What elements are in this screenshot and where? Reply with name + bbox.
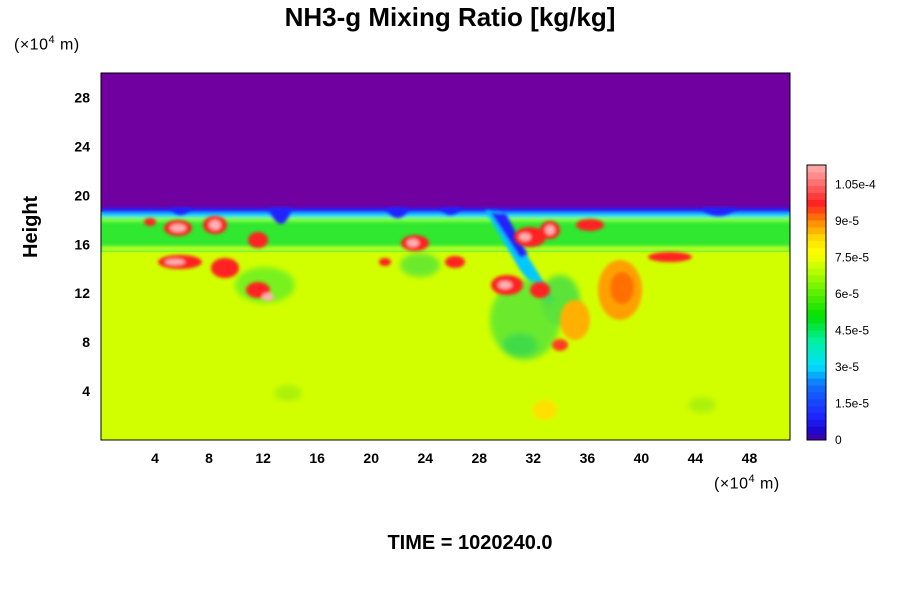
y-tick-label: 8 — [82, 334, 90, 350]
colorbar-swatch — [807, 378, 826, 386]
colorbar-swatch — [807, 398, 826, 407]
colorbar-swatch — [807, 275, 826, 283]
colorbar-tick-label: 1.5e-5 — [835, 396, 869, 410]
colorbar-tick-label: 4.5e-5 — [835, 323, 869, 337]
colorbar-tick-label: 7.5e-5 — [835, 250, 869, 264]
colorbar-swatch — [807, 391, 826, 400]
colorbar-swatch — [807, 316, 826, 324]
colorbar-tick-label: 9e-5 — [835, 214, 859, 228]
colorbar-swatch — [807, 261, 826, 269]
colorbar-swatch — [807, 268, 826, 276]
colorbar-swatch — [807, 240, 826, 248]
y-tick-label: 24 — [74, 138, 90, 154]
x-tick-label: 48 — [742, 450, 758, 466]
y-tick-label: 12 — [74, 285, 90, 301]
colorbar-tick-label: 3e-5 — [835, 360, 859, 374]
colorbar-swatch — [807, 336, 826, 345]
chart-title: NH3-g Mixing Ratio [kg/kg] — [284, 2, 616, 32]
colorbar-swatch — [807, 199, 826, 207]
x-tick-label: 8 — [205, 450, 213, 466]
colorbar-swatch — [807, 247, 826, 255]
colorbar-swatch — [807, 364, 826, 372]
colorbar-swatch — [807, 185, 826, 193]
x-tick-label: 36 — [580, 450, 596, 466]
colorbar-swatch — [807, 323, 826, 331]
y-tick-label: 16 — [74, 236, 90, 252]
x-axis-unit: (×104 m) — [714, 473, 780, 493]
red-hotspots — [144, 216, 692, 420]
colorbar-swatch — [807, 412, 826, 420]
colorbar-swatch — [807, 385, 826, 393]
colorbar-tick-label: 1.05e-4 — [835, 177, 876, 191]
x-tick-label: 4 — [151, 450, 159, 466]
colorbar-swatch — [807, 254, 826, 262]
colorbar-swatch — [807, 330, 826, 338]
x-tick-label: 20 — [363, 450, 379, 466]
colorbar-tick-label: 6e-5 — [835, 287, 859, 301]
colorbar-swatch — [807, 433, 826, 441]
y-tick-label: 4 — [82, 383, 90, 399]
boundary-dips — [170, 208, 738, 305]
colorbar: 0 1.5e-5 3e-5 4.5e-5 6e-5 7.5e-5 9e-5 1.05e-4 — [806, 164, 876, 447]
colorbar-swatch — [807, 226, 826, 235]
colorbar-tick-label: 0 — [835, 433, 842, 447]
colorbar-swatch — [807, 192, 826, 200]
colorbar-swatch — [807, 288, 826, 297]
colorbar-swatch — [807, 213, 826, 221]
x-tick-label: 12 — [255, 450, 271, 466]
colorbar-swatch — [807, 171, 826, 180]
heatmap-field — [101, 73, 790, 440]
y-axis-unit: (×104 m) — [14, 34, 80, 54]
colorbar-swatch — [807, 419, 826, 427]
colorbar-swatch — [807, 350, 826, 358]
colorbar-swatch — [807, 165, 826, 173]
colorbar-swatch — [807, 220, 826, 228]
colorbar-swatch — [807, 178, 826, 187]
x-tick-label: 44 — [688, 450, 704, 466]
colorbar-swatch — [807, 371, 826, 379]
colorbar-swatch — [807, 405, 826, 413]
region-upper — [101, 73, 790, 212]
colorbar-swatch — [807, 357, 826, 365]
x-tick-label: 16 — [309, 450, 325, 466]
colorbar-swatch — [807, 343, 826, 352]
y-tick-label: 20 — [74, 187, 90, 203]
x-tick-label: 40 — [634, 450, 650, 466]
y-tick-label: 28 — [74, 89, 90, 105]
colorbar-swatch — [807, 295, 826, 303]
time-label: TIME = 1020240.0 — [387, 532, 553, 554]
colorbar-swatch — [807, 206, 826, 214]
colorbar-swatch — [807, 309, 826, 317]
x-tick-label: 32 — [526, 450, 542, 466]
colorbar-swatch — [807, 426, 826, 434]
region-lower — [101, 250, 790, 440]
y-axis-ticks: 4 8 12 16 20 24 28 — [74, 89, 90, 399]
colorbar-frame — [806, 164, 827, 441]
plot-frame — [100, 72, 791, 441]
colorbar-swatch — [807, 233, 826, 242]
colorbar-swatch — [807, 302, 826, 310]
x-tick-label: 28 — [471, 450, 487, 466]
colorbar-swatch — [807, 281, 826, 290]
x-axis-ticks: 4 8 12 16 20 24 28 32 36 40 44 48 — [151, 450, 757, 466]
x-tick-label: 24 — [417, 450, 433, 466]
